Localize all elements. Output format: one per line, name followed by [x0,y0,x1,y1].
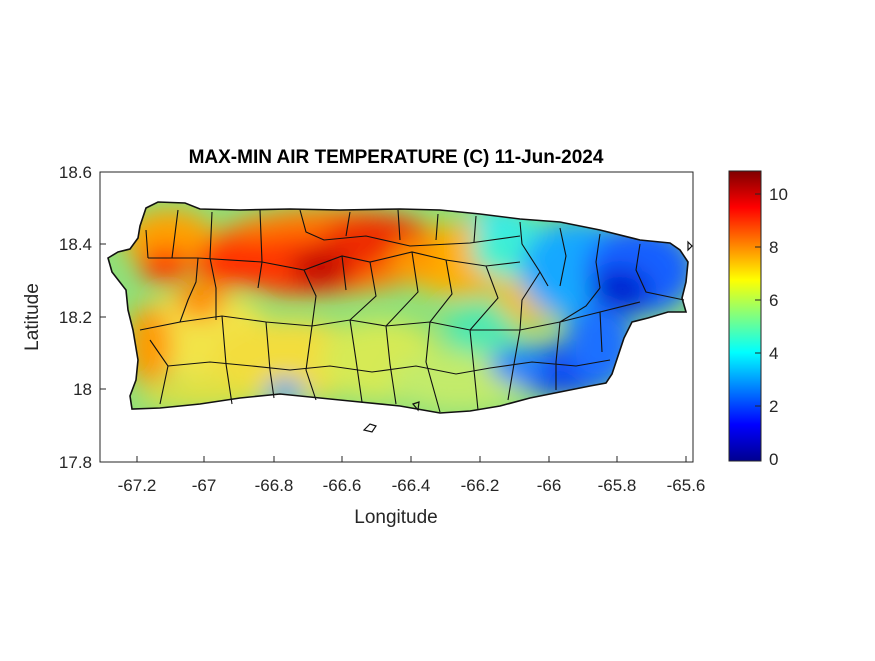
heat-field [108,202,688,413]
y-tick-label: 17.8 [59,453,92,472]
y-axis [100,171,106,463]
colorbar-ticks [755,193,761,407]
small-cay-south [411,401,420,412]
x-tick-label: -66.2 [461,476,500,495]
x-tick-label: -66.4 [392,476,431,495]
colorbar-tick-label: 0 [769,450,778,469]
y-tick-label: 18.4 [59,235,92,254]
y-tick-label: 18.6 [59,163,92,182]
x-axis-label: Longitude [354,507,437,528]
x-tick-label: -65.8 [598,476,637,495]
colorbar-tick-label: 10 [769,185,788,204]
x-tick-label: -67 [192,476,217,495]
y-tick-label: 18 [73,380,92,399]
small-cay-east [687,240,693,252]
island-outline [107,201,689,414]
colorbar-tick-label: 2 [769,397,778,416]
x-tick-label: -66.6 [323,476,362,495]
y-tick-label: 18.2 [59,308,92,327]
municipal-boundaries [139,209,685,413]
chart-title: MAX-MIN AIR TEMPERATURE (C) 11-Jun-2024 [189,147,604,168]
colorbar [728,170,762,462]
colorbar-tick-label: 6 [769,291,778,310]
x-tick-label: -66.8 [255,476,294,495]
x-tick-label: -65.6 [667,476,706,495]
x-tick-label: -66 [537,476,562,495]
x-axis [136,456,687,462]
colorbar-tick-label: 4 [769,344,778,363]
colorbar-tick-label: 8 [769,238,778,257]
caja-de-muertos-island [362,423,377,433]
y-axis-label: Latitude [22,283,43,351]
x-tick-label: -67.2 [118,476,157,495]
